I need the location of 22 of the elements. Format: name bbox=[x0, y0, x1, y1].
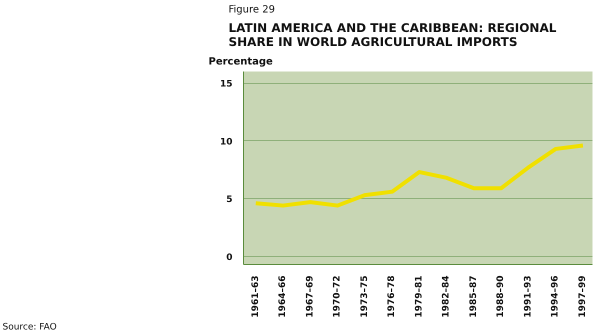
x-tick-label: 1973–75 bbox=[360, 275, 370, 318]
x-tick-label: 1961–63 bbox=[250, 275, 261, 318]
x-tick-label: 1988–90 bbox=[496, 275, 506, 318]
y-tick-label: 10 bbox=[220, 137, 233, 148]
x-tick-label: 1970–72 bbox=[332, 275, 343, 318]
x-tick-label: 1979–81 bbox=[414, 275, 424, 318]
x-tick-label: 1976–78 bbox=[387, 275, 398, 318]
source-note: Source: FAO bbox=[2, 322, 57, 332]
x-tick-label: 1985–87 bbox=[468, 275, 479, 318]
line-series bbox=[254, 143, 585, 208]
x-tick-label: 1982–84 bbox=[442, 275, 452, 318]
x-tick-label: 1994–96 bbox=[550, 275, 561, 318]
y-tick-label: 5 bbox=[226, 195, 233, 206]
x-tick-label: 1967–69 bbox=[305, 275, 316, 318]
x-tick-label: 1964–66 bbox=[278, 275, 288, 318]
x-tick-label: 1997–99 bbox=[578, 275, 588, 318]
chart-title: LATIN AMERICA AND THE CARIBBEAN: REGIONAL SHARE IN WORLD AGRICULTURAL IMPORTS bbox=[228, 21, 557, 49]
chart-subtitle: Figure 29 bbox=[228, 4, 275, 16]
y-tick-label: 0 bbox=[226, 252, 233, 263]
x-tick-label: 1991–93 bbox=[523, 275, 534, 318]
y-axis-title: Percentage bbox=[208, 56, 274, 68]
y-tick-label: 15 bbox=[220, 80, 233, 90]
